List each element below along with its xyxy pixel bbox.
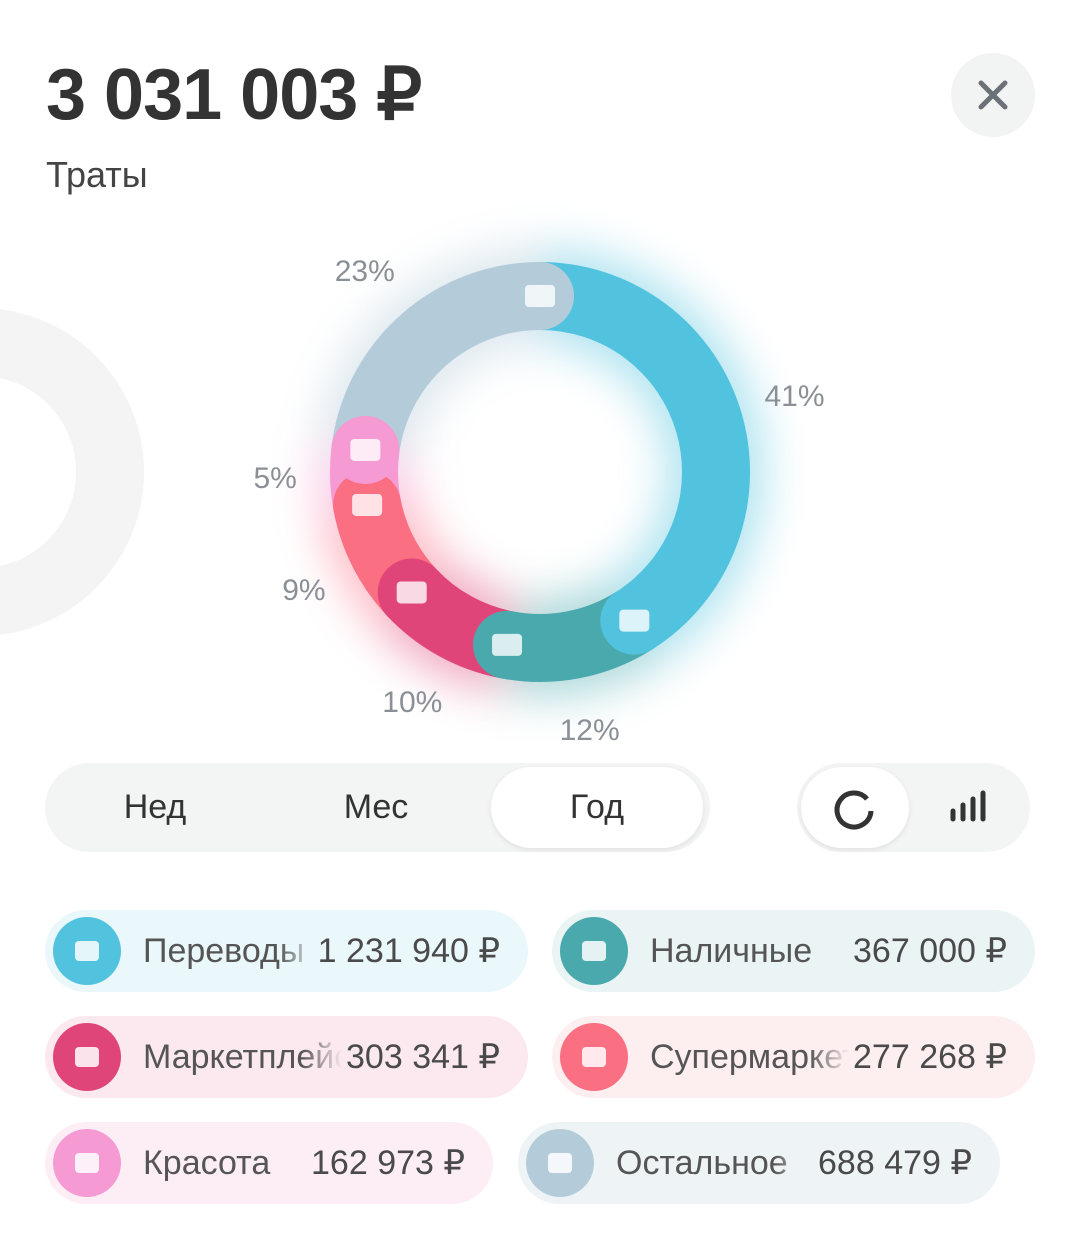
segment-icon xyxy=(350,438,381,461)
bar-icon xyxy=(950,790,986,822)
category-amount: 688 479 ₽ xyxy=(818,1144,972,1182)
category-amount: 303 341 ₽ xyxy=(346,1038,500,1076)
category-name: Красота xyxy=(143,1143,271,1182)
segment-icon xyxy=(525,285,555,307)
category-icon xyxy=(526,1129,594,1197)
category-chip[interactable]: Красота 162 973 ₽ xyxy=(45,1122,493,1204)
period-tab[interactable]: Мес xyxy=(343,788,409,826)
category-name: Остальное xyxy=(616,1143,788,1182)
category-icon xyxy=(53,917,121,985)
donut-icon xyxy=(834,790,874,830)
category-chip[interactable]: Маркетплейсы303 341 ₽ xyxy=(45,1016,528,1098)
category-name: Маркетплейсы xyxy=(143,1037,342,1076)
percent-label: 10% xyxy=(382,686,442,719)
period-tabs: Нед Мес Год xyxy=(45,763,710,852)
bar-view-button[interactable] xyxy=(921,767,1026,848)
category-chip[interactable]: Супермаркеты277 268 ₽ xyxy=(552,1016,1035,1098)
category-icon xyxy=(53,1023,121,1091)
category-icon xyxy=(560,1023,628,1091)
category-amount: 1 231 940 ₽ xyxy=(317,932,500,970)
segment-icon xyxy=(352,493,383,516)
view-toggle xyxy=(797,763,1030,852)
background-ring xyxy=(0,309,144,635)
category-amount: 277 268 ₽ xyxy=(853,1038,1007,1076)
close-icon xyxy=(978,80,1008,110)
donut-view-button[interactable] xyxy=(801,767,909,848)
category-amount: 367 000 ₽ xyxy=(853,932,1007,970)
total: 3 031 003 ₽ xyxy=(46,55,422,135)
donut-segment xyxy=(331,262,541,455)
percent-label: 5% xyxy=(253,462,296,495)
segment-icon xyxy=(492,633,523,656)
category-chip[interactable]: Наличные 367 000 ₽ xyxy=(552,910,1035,992)
period-tab[interactable]: Нед xyxy=(123,788,187,826)
subtitle: Траты xyxy=(46,154,148,195)
donut: 41% 12% 10% 9% 5% 23% xyxy=(253,255,824,747)
category-icon xyxy=(560,917,628,985)
category-amount: 162 973 ₽ xyxy=(311,1144,465,1182)
category-name: Супермаркеты xyxy=(650,1037,849,1076)
percent-label: 23% xyxy=(335,255,395,288)
category-name: Наличные xyxy=(650,931,813,970)
segment-icon xyxy=(619,609,650,632)
segment-icon xyxy=(396,581,427,604)
percent-label: 12% xyxy=(560,714,620,747)
percent-label: 41% xyxy=(764,380,824,413)
category-chip[interactable]: Переводы 1 231 940 ₽ xyxy=(45,910,528,992)
category-icon xyxy=(53,1129,121,1197)
percent-label: 9% xyxy=(282,574,325,607)
period-tab[interactable]: Год xyxy=(491,767,703,848)
donut-segment xyxy=(539,262,750,650)
close-button[interactable] xyxy=(951,53,1035,137)
donut-area: 41% 12% 10% 9% 5% 23% xyxy=(0,247,825,747)
category-name: Переводы xyxy=(143,931,305,970)
category-chip[interactable]: Остальное 688 479 ₽ xyxy=(518,1122,1000,1204)
